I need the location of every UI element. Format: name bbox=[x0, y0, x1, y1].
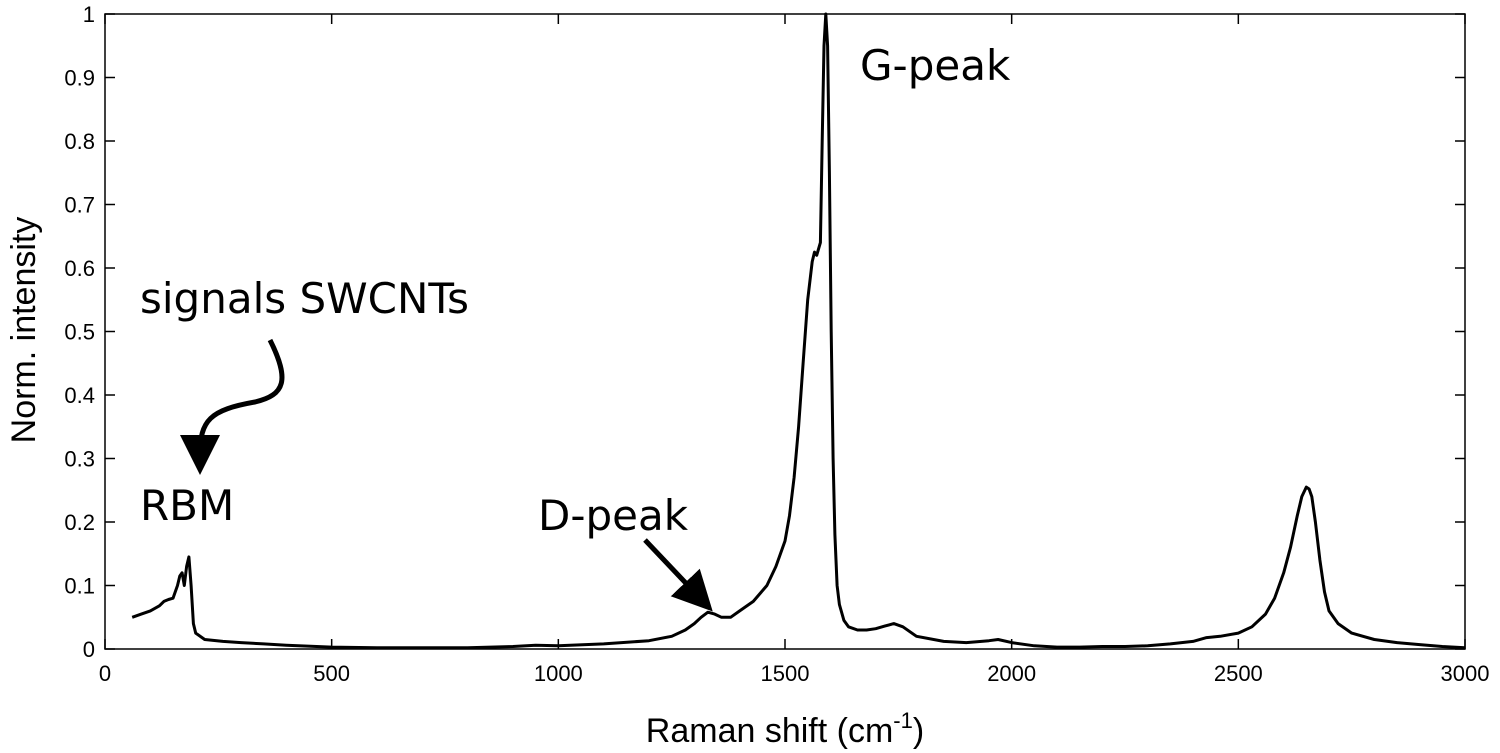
y-tick-label: 0.1 bbox=[64, 574, 95, 599]
annotation-rbm: RBM bbox=[140, 481, 234, 530]
x-tick-label: 500 bbox=[313, 661, 350, 686]
x-tick-label: 2500 bbox=[1214, 661, 1263, 686]
y-tick-label: 0.3 bbox=[64, 447, 95, 472]
annotation-g-peak: G-peak bbox=[860, 41, 1011, 90]
y-tick-label: 0.9 bbox=[64, 66, 95, 91]
y-tick-label: 0.2 bbox=[64, 510, 95, 535]
x-tick-label: 2000 bbox=[987, 661, 1036, 686]
annotation-d-peak: D-peak bbox=[538, 491, 689, 540]
x-axis-title: Raman shift (cm-1) bbox=[646, 708, 924, 750]
y-tick-label: 0.8 bbox=[64, 129, 95, 154]
y-tick-label: 0 bbox=[83, 637, 95, 662]
y-tick-label: 0.5 bbox=[64, 320, 95, 345]
y-tick-label: 0.6 bbox=[64, 256, 95, 281]
annotation-signals-swcnts: signals SWCNTs bbox=[140, 274, 469, 323]
axis-ticks bbox=[104, 13, 1466, 650]
arrow-d-peak bbox=[643, 538, 713, 612]
y-tick-label: 1 bbox=[83, 2, 95, 27]
y-tick-label: 0.4 bbox=[64, 383, 95, 408]
series-line-raman bbox=[131, 12, 1466, 650]
plot-frame bbox=[104, 13, 1466, 650]
arrow-rbm bbox=[180, 338, 285, 475]
y-tick-label: 0.7 bbox=[64, 193, 95, 218]
x-tick-label: 1000 bbox=[534, 661, 583, 686]
axis-tick-labels: 0 500 1000 1500 2000 2500 3000 0 0.1 0.2 0.3 0.4 0.5… bbox=[64, 2, 1489, 686]
x-tick-label: 0 bbox=[99, 661, 111, 686]
y-axis-title: Norm. intensity bbox=[5, 217, 43, 444]
x-tick-label: 1500 bbox=[761, 661, 810, 686]
x-tick-label: 3000 bbox=[1441, 661, 1490, 686]
